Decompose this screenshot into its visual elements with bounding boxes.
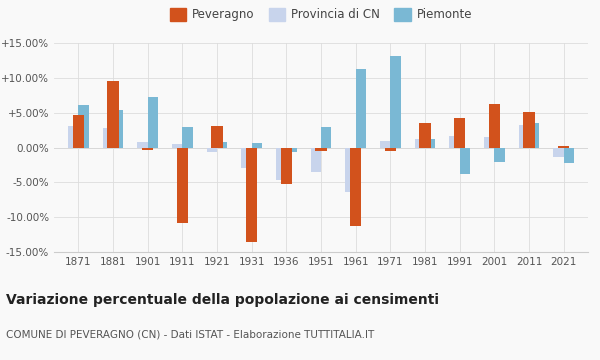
Bar xyxy=(518,125,529,148)
Bar xyxy=(241,148,251,168)
Bar xyxy=(315,148,327,151)
Bar xyxy=(68,126,78,148)
Bar xyxy=(78,105,89,148)
Text: Variazione percentuale della popolazione ai censimenti: Variazione percentuale della popolazione… xyxy=(6,293,439,307)
Bar xyxy=(251,143,262,148)
Bar xyxy=(107,81,119,148)
Bar xyxy=(391,56,401,148)
Bar xyxy=(113,110,124,148)
Bar xyxy=(484,137,494,148)
Bar xyxy=(276,148,286,180)
Bar xyxy=(142,148,154,150)
Bar xyxy=(449,136,460,148)
Bar xyxy=(460,148,470,174)
Bar xyxy=(137,142,148,148)
Bar xyxy=(356,69,366,148)
Bar xyxy=(103,128,113,148)
Bar xyxy=(350,148,361,226)
Bar xyxy=(488,104,500,148)
Bar xyxy=(73,115,84,148)
Bar xyxy=(176,148,188,223)
Bar xyxy=(380,141,391,148)
Bar xyxy=(211,126,223,148)
Bar xyxy=(454,118,466,148)
Legend: Peveragno, Provincia di CN, Piemonte: Peveragno, Provincia di CN, Piemonte xyxy=(165,3,477,26)
Bar xyxy=(558,145,569,148)
Bar xyxy=(206,148,217,153)
Bar xyxy=(286,148,297,153)
Bar xyxy=(419,123,431,148)
Bar xyxy=(345,148,356,192)
Bar xyxy=(553,148,564,157)
Bar xyxy=(523,112,535,148)
Bar xyxy=(148,97,158,148)
Bar xyxy=(321,127,331,148)
Bar xyxy=(415,139,425,148)
Bar xyxy=(385,148,396,151)
Bar xyxy=(246,148,257,242)
Bar xyxy=(529,123,539,148)
Bar xyxy=(217,142,227,148)
Bar xyxy=(425,139,436,148)
Bar xyxy=(564,148,574,163)
Bar xyxy=(311,148,321,172)
Bar xyxy=(172,144,182,148)
Bar xyxy=(182,127,193,148)
Bar xyxy=(281,148,292,184)
Text: COMUNE DI PEVERAGNO (CN) - Dati ISTAT - Elaborazione TUTTITALIA.IT: COMUNE DI PEVERAGNO (CN) - Dati ISTAT - … xyxy=(6,329,374,339)
Bar xyxy=(494,148,505,162)
